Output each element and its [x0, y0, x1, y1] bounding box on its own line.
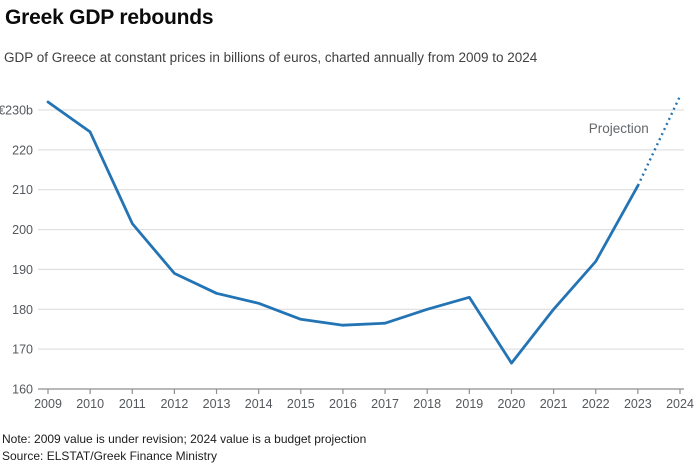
- y-tick-label: 220: [12, 143, 33, 157]
- y-tick-label: 170: [12, 343, 33, 357]
- gdp-line-solid: [46, 100, 640, 365]
- y-tick-label: 200: [12, 223, 33, 237]
- x-tick-label: 2014: [245, 397, 273, 411]
- y-tick-label: 180: [12, 303, 33, 317]
- x-tick-label: 2021: [540, 397, 568, 411]
- chart-subtitle: GDP of Greece at constant prices in bill…: [4, 50, 538, 65]
- x-tick-label: 2022: [582, 397, 610, 411]
- projection-label: Projection: [589, 121, 649, 136]
- x-tick-label: 2015: [287, 397, 315, 411]
- chart-title: Greek GDP rebounds: [5, 6, 214, 29]
- x-tick-label: 2023: [624, 397, 652, 411]
- x-tick-label: 2020: [498, 397, 526, 411]
- x-tick-label: 2017: [371, 397, 399, 411]
- chart-note: Note: 2009 value is under revision; 2024…: [2, 432, 367, 446]
- y-tick-label: €230b: [0, 104, 33, 118]
- x-tick-label: 2019: [455, 397, 483, 411]
- x-tick-label: 2011: [119, 397, 146, 411]
- x-tick-label: 2012: [160, 397, 188, 411]
- y-tick-label: 210: [12, 183, 33, 197]
- x-tick-label: 2018: [413, 397, 441, 411]
- x-tick-label: 2009: [34, 397, 62, 411]
- x-tick-label: 2024: [666, 397, 694, 411]
- x-tick-label: 2010: [76, 397, 104, 411]
- x-tick-label: 2013: [203, 397, 231, 411]
- chart-footer: Note: 2009 value is under revision; 2024…: [2, 431, 366, 465]
- x-tick-label: 2016: [329, 397, 357, 411]
- chart-source: Source: ELSTAT/Greek Finance Ministry: [2, 449, 217, 463]
- y-tick-label: 160: [12, 383, 33, 397]
- y-tick-label: 190: [12, 263, 33, 277]
